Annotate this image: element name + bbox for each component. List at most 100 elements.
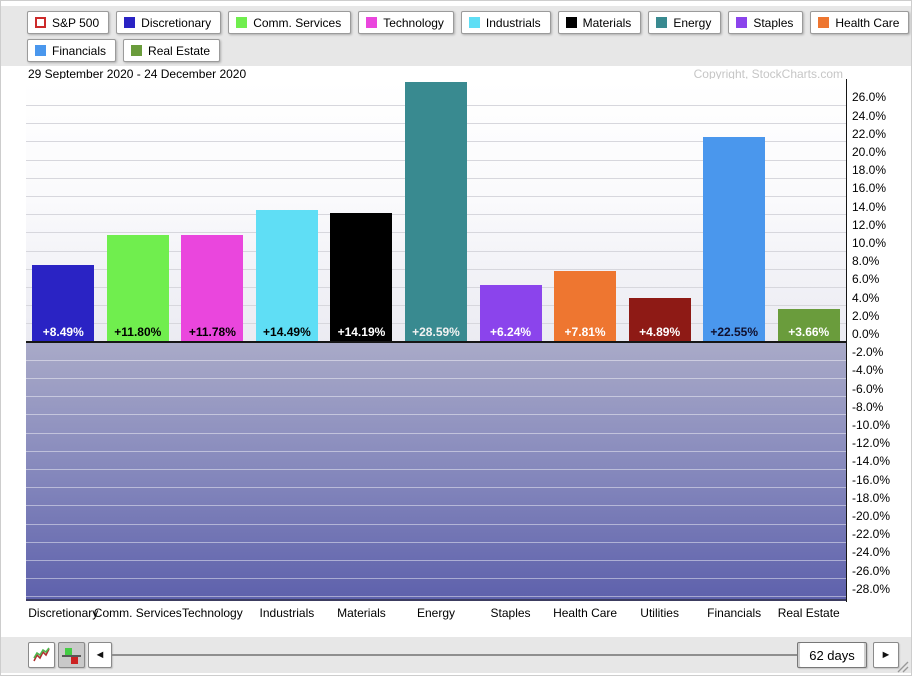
gridline [26, 414, 846, 416]
bar-value-label-real-estate: +3.66% [788, 325, 830, 339]
y-axis-label: -24.0% [852, 545, 891, 560]
y-axis-label: 22.0% [852, 126, 887, 141]
y-axis-label: 18.0% [852, 163, 887, 178]
legend-button-staples[interactable]: Staples [728, 11, 804, 34]
histogram-mode-button[interactable] [58, 642, 85, 668]
y-axis-label: -6.0% [852, 381, 884, 396]
bar-technology[interactable] [181, 234, 244, 342]
legend-label: Real Estate [148, 43, 211, 58]
bar-comm-services[interactable] [106, 234, 169, 342]
bar-value-label-comm-services: +11.80% [114, 325, 162, 339]
gridline [26, 359, 846, 361]
legend-label: Energy [673, 15, 712, 30]
bar-industrials[interactable] [255, 210, 318, 342]
bar-value-label-staples: +6.24% [490, 325, 532, 339]
legend-label: Health Care [835, 15, 900, 30]
date-range-label: 29 September 2020 - 24 December 2020 [28, 67, 247, 81]
legend-swatch-comm-services [236, 17, 248, 28]
bar-real-estate[interactable] [777, 308, 840, 342]
legend-swatch-staples [736, 17, 748, 28]
histogram-icon [62, 647, 81, 664]
x-axis-label-technology: Technology [182, 606, 243, 620]
zero-line [26, 341, 846, 343]
legend-button-s-p-500[interactable]: S&P 500 [27, 11, 110, 34]
gridline [26, 596, 846, 598]
bar-utilities[interactable] [628, 297, 691, 342]
y-axis-label: 2.0% [852, 308, 880, 323]
bar-health-care[interactable] [554, 270, 617, 342]
x-axis-label-financials: Financials [707, 606, 762, 620]
bar-staples[interactable] [479, 285, 542, 342]
y-axis-label: 20.0% [852, 145, 887, 159]
scroll-left-button[interactable]: ◄ [88, 642, 112, 668]
bar-value-label-utilities: +4.89% [639, 325, 681, 339]
y-axis-label: -22.0% [852, 527, 891, 542]
right-arrow-icon: ► [880, 648, 892, 661]
y-axis-label: 12.0% [852, 217, 887, 232]
y-axis-label: -20.0% [852, 509, 891, 523]
legend-swatch-real-estate [131, 45, 143, 56]
range-days-handle[interactable]: 62 days [797, 642, 867, 668]
resize-grip[interactable] [895, 659, 909, 673]
legend-button-health-care[interactable]: Health Care [810, 11, 910, 34]
legend-button-financials[interactable]: Financials [27, 39, 117, 62]
gridline [26, 541, 846, 543]
bar-value-label-energy: +28.59% [412, 325, 460, 339]
gridline [26, 487, 846, 489]
y-axis-label: -8.0% [852, 399, 884, 414]
bar-energy[interactable] [405, 81, 467, 342]
gridline [26, 468, 846, 470]
legend-swatch-industrials [468, 17, 480, 28]
x-axis-label-utilities: Utilities [640, 606, 679, 620]
scroll-right-button[interactable]: ► [873, 642, 899, 668]
legend-swatch-technology [366, 17, 378, 28]
legend-button-real-estate[interactable]: Real Estate [123, 39, 221, 62]
legend-swatch-s-p-500 [35, 17, 46, 28]
time-slider-track[interactable] [112, 654, 797, 656]
gridline [26, 377, 846, 379]
legend-button-technology[interactable]: Technology [358, 11, 454, 34]
y-axis-label: -28.0% [852, 581, 891, 596]
gridline [26, 523, 846, 525]
legend-swatch-materials [565, 17, 577, 28]
legend-button-comm-services[interactable]: Comm. Services [228, 11, 352, 34]
bar-value-label-financials: +22.55% [710, 325, 759, 339]
legend-swatch-health-care [818, 17, 830, 28]
legend-label: Comm. Services [253, 15, 342, 30]
line-chart-mode-button[interactable] [28, 642, 55, 668]
legend-button-discretionary[interactable]: Discretionary [116, 11, 222, 34]
legend-row-1: S&P 500 Discretionary Comm. Services Techno… [27, 11, 911, 34]
y-axis-line [846, 79, 847, 602]
y-axis-label: 10.0% [852, 236, 887, 250]
legend-button-materials[interactable]: Materials [557, 11, 642, 34]
gridline [26, 432, 846, 434]
y-axis-label: 6.0% [852, 272, 880, 287]
y-axis-label: 0.0% [852, 327, 880, 341]
legend-label: Financials [52, 43, 107, 58]
bar-financials[interactable] [703, 136, 766, 342]
x-axis-label-health-care: Health Care [553, 606, 618, 620]
legend-label: Technology [383, 15, 444, 30]
legend-label: Staples [753, 15, 794, 30]
legend-label: Industrials [485, 15, 541, 30]
plot-area-negative[interactable] [26, 342, 846, 601]
x-axis-label-energy: Energy [416, 606, 456, 620]
x-axis-label-industrials: Industrials [259, 606, 315, 620]
y-axis-label: 26.0% [852, 90, 887, 105]
bar-value-label-discretionary: +8.49% [42, 325, 84, 339]
legend-button-industrials[interactable]: Industrials [460, 11, 551, 34]
copyright-label: Copyright, StockCharts.com [693, 67, 843, 81]
bar-materials[interactable] [330, 212, 393, 342]
y-axis-label: -12.0% [852, 436, 891, 451]
y-axis-label: -18.0% [852, 490, 891, 505]
y-axis-label: -14.0% [852, 454, 891, 469]
y-axis-label: -16.0% [852, 472, 891, 487]
legend-button-energy[interactable]: Energy [648, 11, 722, 34]
legend-swatch-financials [35, 45, 46, 56]
bar-value-label-technology: +11.78% [188, 325, 236, 339]
bar-discretionary[interactable] [32, 264, 95, 342]
gridline [26, 578, 846, 580]
y-axis-label: 8.0% [852, 254, 880, 269]
y-axis-label: 14.0% [852, 199, 887, 214]
